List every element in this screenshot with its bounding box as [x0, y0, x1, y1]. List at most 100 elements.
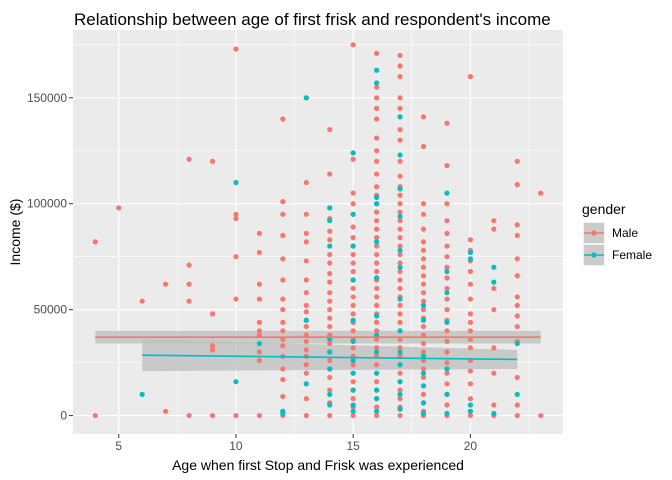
data-point-male: [327, 332, 333, 338]
data-point-male: [209, 311, 216, 317]
data-point-male: [467, 268, 473, 275]
data-point-male: [374, 148, 380, 154]
data-point-male: [420, 201, 427, 207]
data-point-male: [374, 319, 380, 325]
data-point-male: [374, 105, 380, 111]
data-point-male: [303, 412, 309, 419]
data-point-male: [233, 412, 239, 419]
data-point-male: [491, 307, 497, 313]
data-point-male: [303, 396, 309, 402]
data-point-male: [327, 340, 333, 347]
data-point-male: [467, 412, 473, 419]
data-point-male: [280, 343, 286, 349]
data-point-female: [350, 370, 356, 376]
data-point-female: [420, 383, 427, 389]
data-point-male: [233, 296, 239, 302]
data-point-male: [280, 307, 286, 313]
data-points: [92, 42, 544, 419]
data-point-male: [256, 412, 262, 419]
data-point-female: [491, 279, 497, 285]
data-point-male: [444, 218, 450, 224]
data-point-male: [467, 328, 473, 334]
grid: [73, 30, 563, 434]
data-point-female: [444, 319, 450, 325]
data-point-male: [420, 256, 427, 262]
data-point-female: [420, 302, 427, 309]
data-point-male: [420, 357, 427, 364]
data-point-male: [209, 347, 216, 353]
data-point-female: [350, 357, 356, 364]
data-point-female: [514, 340, 520, 347]
data-point-male: [467, 237, 473, 243]
data-point-male: [397, 370, 403, 376]
data-point-female: [397, 296, 403, 302]
data-point-male: [233, 46, 239, 52]
data-point-male: [397, 126, 403, 133]
data-point-male: [303, 211, 309, 217]
data-point-male: [397, 268, 403, 275]
data-point-male: [420, 332, 427, 338]
data-point-male: [280, 198, 286, 205]
data-point-male: [350, 294, 356, 300]
data-point-male: [514, 323, 520, 330]
data-point-male: [444, 349, 450, 355]
data-point-male: [397, 192, 403, 198]
data-point-male: [397, 345, 403, 351]
data-point-female: [467, 256, 473, 262]
data-point-male: [374, 84, 380, 90]
data-point-female: [303, 381, 309, 387]
data-point-male: [374, 268, 380, 275]
data-point-male: [444, 338, 450, 345]
data-point-female: [327, 391, 333, 397]
data-point-male: [420, 143, 427, 150]
data-point-male: [397, 412, 403, 419]
data-point-male: [327, 315, 333, 321]
data-point-female: [350, 317, 356, 323]
y-tick-label: 150000: [27, 91, 67, 105]
data-point-male: [514, 402, 520, 408]
data-point-male: [303, 277, 309, 283]
data-point-male: [280, 211, 286, 217]
data-point-male: [467, 281, 473, 287]
data-point-male: [327, 279, 333, 285]
data-point-male: [303, 230, 309, 236]
data-point-male: [280, 366, 286, 372]
data-point-male: [420, 366, 427, 372]
data-point-male: [467, 74, 473, 80]
data-point-male: [397, 52, 403, 59]
data-point-male: [444, 162, 450, 169]
data-point-male: [350, 235, 356, 241]
data-point-female: [374, 275, 380, 281]
legend-label-male: Male: [612, 226, 638, 240]
data-point-male: [280, 256, 286, 262]
data-point-male: [467, 319, 473, 325]
data-point-male: [374, 226, 380, 232]
data-point-female: [374, 387, 380, 393]
legend-keys: Male Female: [583, 222, 652, 266]
data-point-male: [256, 328, 262, 334]
data-point-male: [514, 412, 520, 419]
data-point-male: [397, 277, 403, 283]
data-point-male: [303, 239, 309, 245]
x-tick-label: 15: [346, 439, 360, 453]
data-point-male: [374, 95, 380, 101]
data-point-male: [303, 332, 309, 338]
data-point-male: [256, 281, 262, 287]
data-point-male: [420, 114, 427, 120]
data-point-female: [374, 67, 380, 73]
data-point-male: [327, 298, 333, 304]
data-point-female: [374, 239, 380, 245]
data-point-male: [444, 264, 450, 270]
data-point-female: [444, 268, 450, 275]
data-point-male: [327, 171, 333, 177]
data-point-male: [397, 311, 403, 317]
data-point-female: [397, 114, 403, 120]
data-point-male: [397, 173, 403, 179]
data-point-male: [303, 290, 309, 296]
data-point-male: [444, 243, 450, 249]
y-axis-title: Income ($): [7, 199, 23, 266]
data-point-female: [327, 218, 333, 224]
data-point-male: [420, 273, 427, 279]
data-point-male: [233, 211, 239, 217]
data-point-male: [163, 281, 169, 287]
